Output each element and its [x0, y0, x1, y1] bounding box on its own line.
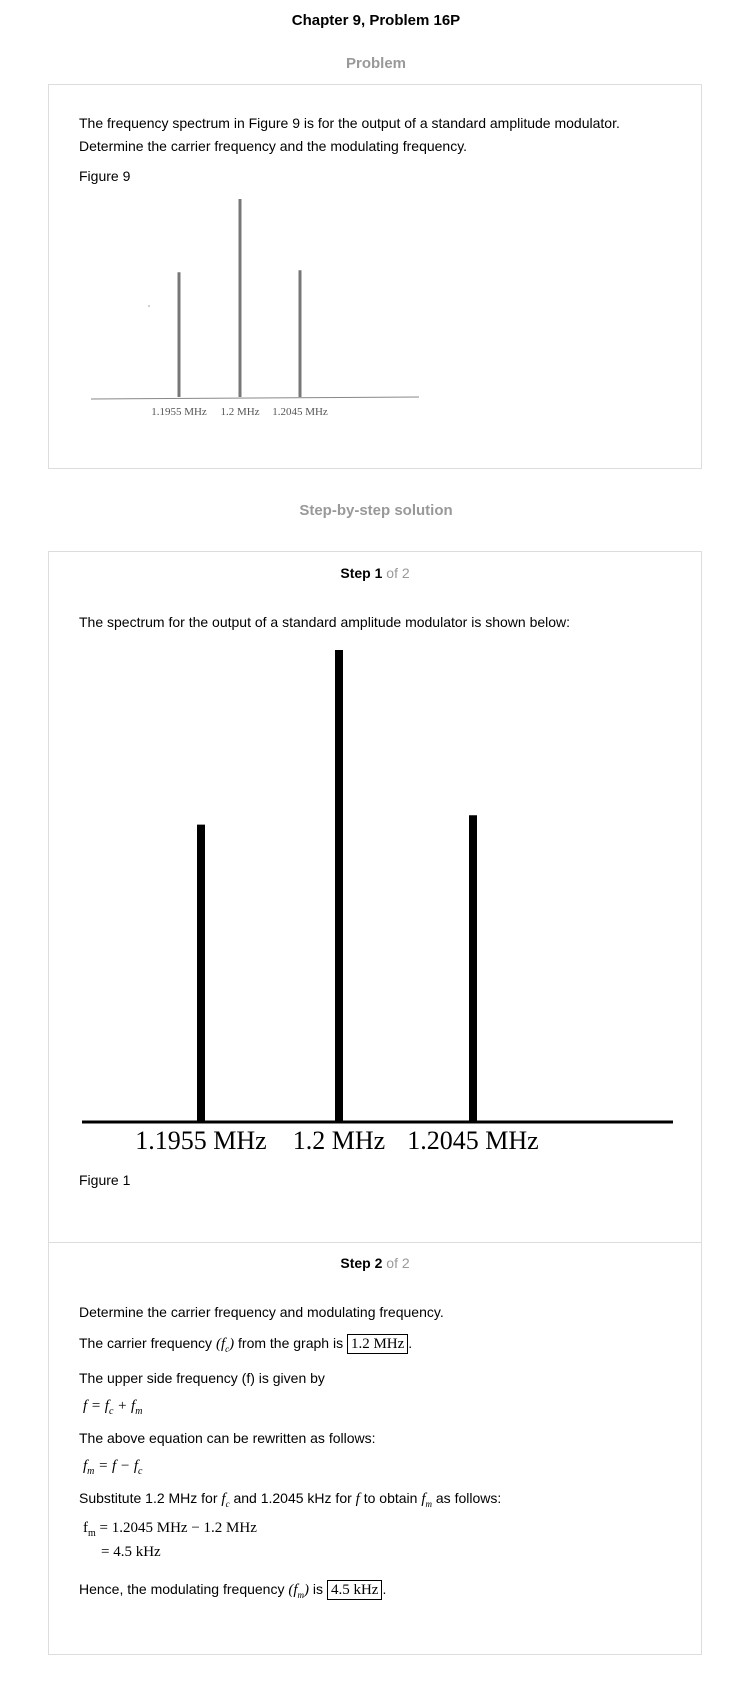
carrier-line: The carrier frequency (fc) from the grap…	[79, 1333, 412, 1359]
problem-text-line1: The frequency spectrum in Figure 9 is fo…	[79, 115, 620, 131]
step1-word: Step	[340, 565, 371, 581]
figure1-tick-label-3: 1.2045 MHz	[407, 1126, 538, 1155]
subst-d: as follows:	[435, 1490, 502, 1506]
figure9-tick-label-2: 1.2 MHz	[220, 406, 259, 418]
calc-line1: fm = 1.2045 MHz − 1.2 MHz	[83, 1520, 257, 1539]
step1-of: of 2	[386, 565, 410, 581]
step2-line1: Determine the carrier frequency and modu…	[79, 1304, 444, 1320]
subst-b: and 1.2045 kHz for	[233, 1490, 352, 1506]
figure1-tick-label-2: 1.2 MHz	[293, 1126, 385, 1155]
solution-box: Step 1 of 2 The spectrum for the output …	[48, 551, 702, 1655]
page-title: Chapter 9, Problem 16P	[291, 12, 461, 29]
step1-text: The spectrum for the output of a standar…	[79, 614, 571, 630]
carrier-prefix: The carrier frequency	[79, 1335, 213, 1351]
carrier-symbol: (fc)	[215, 1336, 235, 1354]
figure9-spectrum: 1.1955 MHz 1.2 MHz 1.2045 MHz	[90, 199, 420, 418]
rewrite-text: The above equation can be rewritten as f…	[79, 1430, 376, 1446]
figure1-tick-label-1: 1.1955 MHz	[135, 1126, 266, 1155]
equation-2: fm = f − fc	[83, 1458, 143, 1477]
carrier-end: .	[408, 1335, 413, 1351]
hence-answer: 4.5 kHz	[326, 1580, 383, 1600]
problem-text-line2: Determine the carrier frequency and the …	[79, 138, 468, 154]
figure9-axis	[90, 396, 420, 400]
carrier-mid: from the graph is	[238, 1335, 344, 1351]
figure9-tick-label-1: 1.1955 MHz	[151, 406, 207, 418]
figure9-label: Figure 9	[79, 168, 131, 184]
subst-c: to obtain	[363, 1490, 418, 1506]
hence-end: .	[382, 1581, 387, 1597]
problem-heading: Problem	[345, 55, 406, 72]
figure9-dot	[148, 305, 150, 307]
step1-header: Step 1 of 2	[49, 565, 701, 581]
calc-line2: = 4.5 kHz	[101, 1544, 161, 1560]
problem-box: The frequency spectrum in Figure 9 is fo…	[48, 84, 702, 469]
step2-of: of 2	[386, 1255, 410, 1271]
hence-prefix: Hence, the modulating frequency	[79, 1581, 285, 1597]
subst-fm: fm	[421, 1491, 432, 1509]
equation-1: f = fc + fm	[83, 1398, 143, 1417]
carrier-answer: 1.2 MHz	[346, 1334, 409, 1354]
step2-word: Step	[340, 1255, 371, 1271]
upper-side-text: The upper side frequency (f) is given by	[79, 1370, 325, 1386]
step-divider	[49, 1242, 701, 1243]
subst-a: Substitute 1.2 MHz for	[79, 1490, 218, 1506]
figure1-label: Figure 1	[79, 1172, 131, 1188]
figure9-tick-label-3: 1.2045 MHz	[272, 406, 328, 418]
subst-f: f	[355, 1491, 360, 1507]
step2-header: Step 2 of 2	[49, 1255, 701, 1271]
hence-symbol: (fm)	[288, 1582, 310, 1600]
subst-fc: fc	[221, 1491, 230, 1509]
step2-number: 2	[374, 1255, 383, 1271]
figure1-spectrum: 1.1955 MHz 1.2 MHz 1.2045 MHz	[82, 650, 673, 1155]
hence-mid: is	[312, 1581, 324, 1597]
step1-number: 1	[374, 565, 383, 581]
substitute-line: Substitute 1.2 MHz for fc and 1.2045 kHz…	[79, 1488, 501, 1514]
solution-heading: Step-by-step solution	[299, 502, 453, 519]
hence-line: Hence, the modulating frequency (fm) is …	[79, 1579, 386, 1605]
